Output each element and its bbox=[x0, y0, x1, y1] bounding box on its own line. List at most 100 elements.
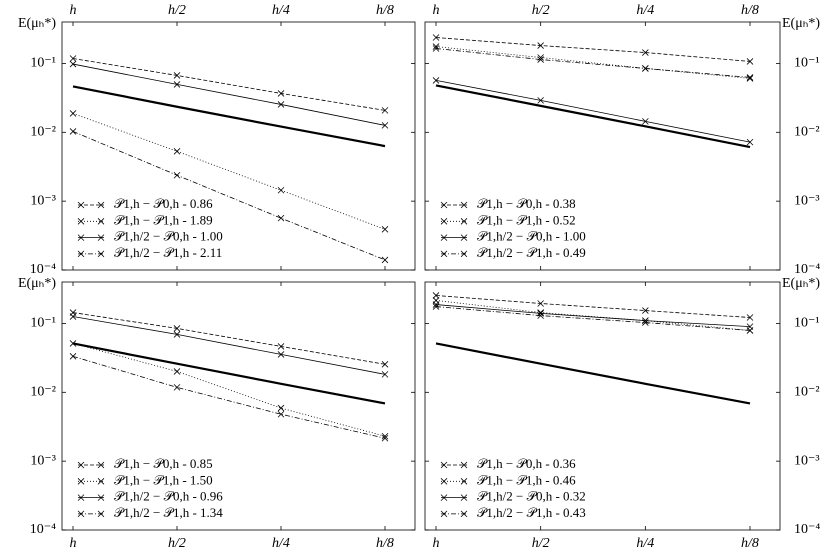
marker-stroke bbox=[173, 148, 181, 155]
marker-stroke bbox=[537, 56, 544, 63]
marker-stroke bbox=[440, 201, 448, 209]
marker-stroke bbox=[97, 250, 105, 258]
marker-stroke bbox=[77, 218, 85, 225]
x-tick-label: h/8 bbox=[376, 3, 394, 18]
marker-stroke bbox=[97, 218, 105, 225]
marker bbox=[381, 256, 389, 264]
marker-stroke bbox=[460, 201, 468, 209]
marker-stroke bbox=[173, 368, 181, 375]
marker bbox=[440, 250, 448, 258]
marker-stroke bbox=[537, 312, 544, 319]
marker bbox=[432, 34, 440, 41]
marker-stroke bbox=[77, 461, 85, 469]
legend-label: 𝒫1,h/2 − 𝒫0,h - 0.32 bbox=[477, 489, 586, 504]
series-line bbox=[72, 316, 386, 375]
marker bbox=[173, 72, 181, 79]
marker-stroke bbox=[277, 90, 285, 97]
series-line bbox=[435, 295, 751, 318]
marker bbox=[746, 74, 754, 81]
x-tick-label: h/8 bbox=[741, 3, 759, 18]
marker bbox=[277, 343, 285, 350]
legend-label: 𝒫1,h − 𝒫0,h - 0.38 bbox=[477, 196, 576, 211]
series-line bbox=[72, 312, 386, 365]
marker bbox=[460, 461, 468, 469]
marker-stroke bbox=[746, 75, 754, 82]
marker bbox=[537, 300, 544, 307]
marker bbox=[277, 351, 285, 358]
marker-stroke bbox=[69, 313, 77, 320]
marker bbox=[69, 110, 77, 117]
marker-stroke bbox=[537, 300, 544, 307]
marker-stroke bbox=[432, 303, 440, 310]
y-axis-label: E(μₕ*) bbox=[782, 16, 820, 31]
x-tick-label: h bbox=[433, 3, 440, 18]
marker-stroke bbox=[97, 478, 105, 485]
marker-stroke bbox=[460, 478, 468, 485]
y-tick-label: 10⁻¹ bbox=[30, 316, 56, 331]
marker bbox=[77, 478, 85, 485]
marker bbox=[77, 218, 85, 225]
series-line bbox=[435, 80, 751, 143]
marker bbox=[460, 250, 468, 258]
marker-stroke bbox=[460, 461, 468, 469]
y-axis-label: E(μₕ*) bbox=[782, 276, 820, 291]
marker bbox=[537, 309, 544, 316]
y-tick-label: 10⁻³ bbox=[794, 453, 820, 468]
marker bbox=[97, 461, 105, 469]
marker-stroke bbox=[440, 234, 448, 241]
y-tick-label: 10⁻⁴ bbox=[794, 262, 820, 277]
y-tick-label: 10⁻² bbox=[30, 125, 56, 140]
legend-label: 𝒫1,h/2 − 𝒫1,h - 2.11 bbox=[114, 245, 222, 260]
marker-stroke bbox=[69, 60, 77, 68]
y-tick-label: 10⁻³ bbox=[30, 453, 56, 468]
marker-stroke bbox=[642, 49, 649, 56]
y-tick-label: 10⁻¹ bbox=[794, 56, 820, 71]
series-line bbox=[72, 63, 386, 126]
marker bbox=[173, 81, 181, 88]
panel: 10⁻¹ 10⁻² 10⁻³ 10⁻⁴ E(μₕ*) h h/2 h/4 h/8 𝒫1,h − 𝒫… bbox=[424, 276, 820, 551]
marker bbox=[381, 122, 389, 129]
marker bbox=[97, 494, 105, 501]
marker-stroke bbox=[381, 226, 389, 233]
marker bbox=[277, 404, 285, 412]
series-line bbox=[435, 46, 751, 79]
marker-stroke bbox=[440, 494, 448, 501]
series-line bbox=[435, 84, 751, 149]
series-line bbox=[72, 131, 386, 261]
legend-label: 𝒫1,h − 𝒫1,h - 1.50 bbox=[114, 472, 213, 487]
marker bbox=[460, 234, 468, 241]
marker bbox=[642, 319, 649, 326]
marker bbox=[432, 77, 440, 84]
legend-label: 𝒫1,h − 𝒫1,h - 1.89 bbox=[114, 212, 213, 227]
marker-stroke bbox=[642, 118, 649, 125]
marker bbox=[440, 510, 448, 518]
marker-stroke bbox=[642, 319, 649, 326]
marker bbox=[642, 49, 649, 56]
marker-stroke bbox=[440, 510, 448, 518]
marker-stroke bbox=[97, 234, 105, 241]
marker bbox=[440, 461, 448, 469]
marker bbox=[277, 186, 285, 194]
marker-stroke bbox=[642, 307, 649, 314]
marker-stroke bbox=[432, 292, 440, 299]
y-axis-label: E(μₕ*) bbox=[18, 276, 56, 291]
marker bbox=[381, 434, 389, 442]
marker-stroke bbox=[77, 250, 85, 258]
marker bbox=[381, 107, 389, 114]
marker-stroke bbox=[537, 42, 544, 49]
marker-stroke bbox=[746, 58, 754, 65]
marker-stroke bbox=[432, 45, 440, 52]
marker-stroke bbox=[77, 234, 85, 241]
marker bbox=[69, 313, 77, 320]
marker bbox=[381, 432, 389, 440]
y-tick-label: 10⁻⁴ bbox=[794, 522, 820, 537]
marker-stroke bbox=[277, 404, 285, 412]
marker bbox=[277, 101, 285, 108]
marker bbox=[77, 201, 85, 209]
x-tick-label: h/4 bbox=[272, 536, 290, 551]
marker-stroke bbox=[440, 478, 448, 485]
x-tick-label: h bbox=[70, 536, 77, 551]
marker bbox=[432, 45, 440, 52]
